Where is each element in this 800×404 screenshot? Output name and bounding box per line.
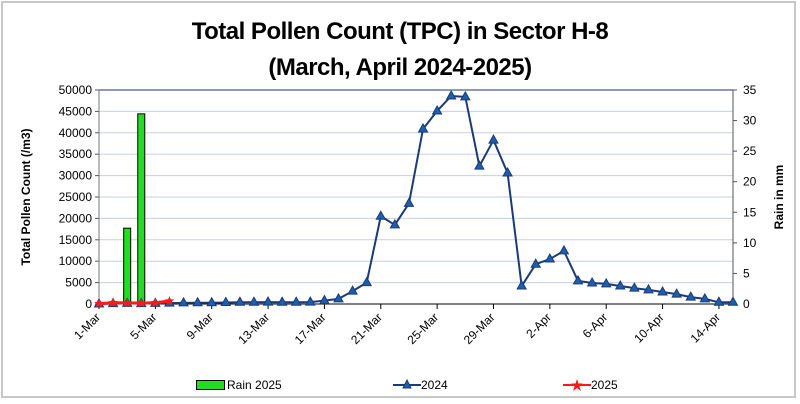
legend-label-rain: Rain 2025	[227, 378, 282, 392]
triangle-marker-icon	[544, 253, 556, 263]
chart-subtitle: (March, April 2024-2025)	[268, 54, 532, 81]
triangle-marker-icon	[389, 218, 401, 229]
x-tick-label: 6-Apr	[580, 310, 611, 341]
y-tick-label: 10000	[59, 254, 93, 268]
x-tick-label: 21-Mar	[348, 310, 385, 347]
y2-tick-label: 0	[743, 297, 750, 311]
y-tick-label: 40000	[59, 126, 93, 140]
x-tick-label: 17-Mar	[292, 310, 329, 347]
triangle-marker-icon	[234, 296, 246, 306]
triangle-marker-icon	[262, 296, 274, 306]
x-tick-label: 1-Mar	[71, 310, 103, 342]
triangle-marker-icon	[516, 280, 528, 290]
triangle-marker-icon	[304, 296, 316, 306]
x-tick-label: 29-Mar	[461, 310, 498, 347]
triangle-marker-icon	[361, 276, 373, 287]
triangle-marker-icon	[319, 294, 330, 305]
triangle-marker-icon	[178, 296, 189, 307]
x-tick-label: 10-Apr	[631, 310, 666, 345]
triangle-marker-icon	[614, 280, 626, 290]
rain-swatch-icon	[196, 380, 225, 390]
triangle-marker-icon	[572, 274, 584, 285]
axes	[95, 89, 737, 309]
triangle-marker-icon	[671, 288, 682, 298]
x-tick-label: 25-Mar	[404, 310, 441, 347]
legend-item-2024[interactable]: 2024	[393, 377, 448, 393]
legend-item-2025[interactable]: 2025	[563, 377, 618, 393]
triangle-marker-icon	[586, 277, 598, 287]
rain-bars	[123, 113, 146, 305]
y-tick-label: 5000	[65, 276, 92, 290]
y2-tick-label: 10	[743, 236, 757, 250]
y2-tick-label: 5	[743, 266, 750, 280]
triangle-marker-icon	[375, 210, 387, 220]
triangle-marker-icon	[713, 296, 725, 306]
y2-axis-title: Rain in mm	[772, 165, 786, 230]
gridlines	[99, 89, 733, 284]
y2-tick-label: 25	[743, 144, 757, 158]
y-tick-label: 35000	[59, 147, 93, 161]
triangle-marker-icon	[699, 292, 711, 303]
triangle-marker-icon	[685, 291, 697, 301]
y-tick-label: 30000	[59, 169, 93, 183]
star-marker-icon	[563, 379, 591, 391]
triangle-marker-icon	[347, 285, 358, 295]
y-tick-label: 50000	[59, 83, 93, 97]
triangle-marker-icon	[643, 283, 654, 294]
triangle-marker-icon	[192, 296, 203, 307]
triangle-marker-icon	[206, 296, 218, 307]
triangle-marker-icon	[459, 90, 471, 101]
triangle-marker-icon	[488, 134, 499, 144]
x-tick-label: 14-Apr	[688, 310, 723, 345]
y-tick-label: 45000	[59, 104, 93, 118]
triangle-marker-icon	[445, 89, 457, 100]
triangle-marker-icon	[403, 197, 415, 207]
triangle-marker-icon	[657, 285, 668, 296]
rain-bar	[123, 227, 132, 305]
y-axis-title: Total Pollen Count (/m3)	[19, 128, 33, 265]
series-lines	[93, 89, 739, 308]
chart-frame	[1, 1, 796, 398]
y2-tick-label: 35	[743, 83, 757, 97]
star-marker-icon	[150, 297, 161, 307]
x-tick-label: 5-Mar	[127, 310, 159, 342]
triangle-marker-icon	[629, 282, 640, 292]
legend-item-rain-2025[interactable]: Rain 2025	[196, 377, 282, 393]
triangle-marker-icon	[600, 277, 612, 288]
rain-bar	[137, 113, 146, 305]
legend-label-2025: 2025	[591, 378, 618, 392]
y2-tick-label: 15	[743, 205, 757, 219]
y-tick-label: 0	[85, 297, 92, 311]
star-marker-icon	[108, 297, 118, 307]
triangle-marker-icon	[417, 122, 429, 133]
triangle-marker-icon	[276, 296, 288, 306]
triangle-marker-icon	[290, 296, 302, 306]
y-tick-label: 25000	[59, 190, 93, 204]
star-marker-icon	[94, 298, 104, 308]
triangle-marker-icon	[220, 296, 232, 307]
y-tick-label: 20000	[59, 211, 93, 225]
triangle-marker-icon	[530, 258, 542, 268]
star-marker-icon	[136, 298, 146, 308]
star-marker-icon	[122, 297, 132, 307]
triangle-marker-icon	[502, 167, 513, 177]
triangle-marker-icon	[431, 104, 443, 115]
triangle-marker-icon	[248, 296, 260, 306]
x-tick-label: 13-Mar	[235, 310, 272, 347]
star-marker-icon	[164, 296, 175, 305]
legend-label-2024: 2024	[421, 378, 448, 392]
triangle-marker-icon	[333, 292, 344, 303]
y2-tick-label: 30	[743, 114, 757, 128]
x-tick-label: 2-Apr	[523, 310, 554, 341]
y2-tick-label: 20	[743, 175, 757, 189]
triangle-marker-icon	[474, 160, 485, 170]
triangle-marker-icon	[393, 379, 421, 389]
series-line-2024	[98, 94, 733, 305]
x-tick-label: 9-Mar	[184, 310, 216, 342]
y-tick-label: 15000	[59, 233, 93, 247]
triangle-marker-icon	[727, 296, 739, 306]
chart-title: Total Pollen Count (TPC) in Sector H-8	[191, 18, 609, 45]
triangle-marker-icon	[558, 244, 570, 255]
